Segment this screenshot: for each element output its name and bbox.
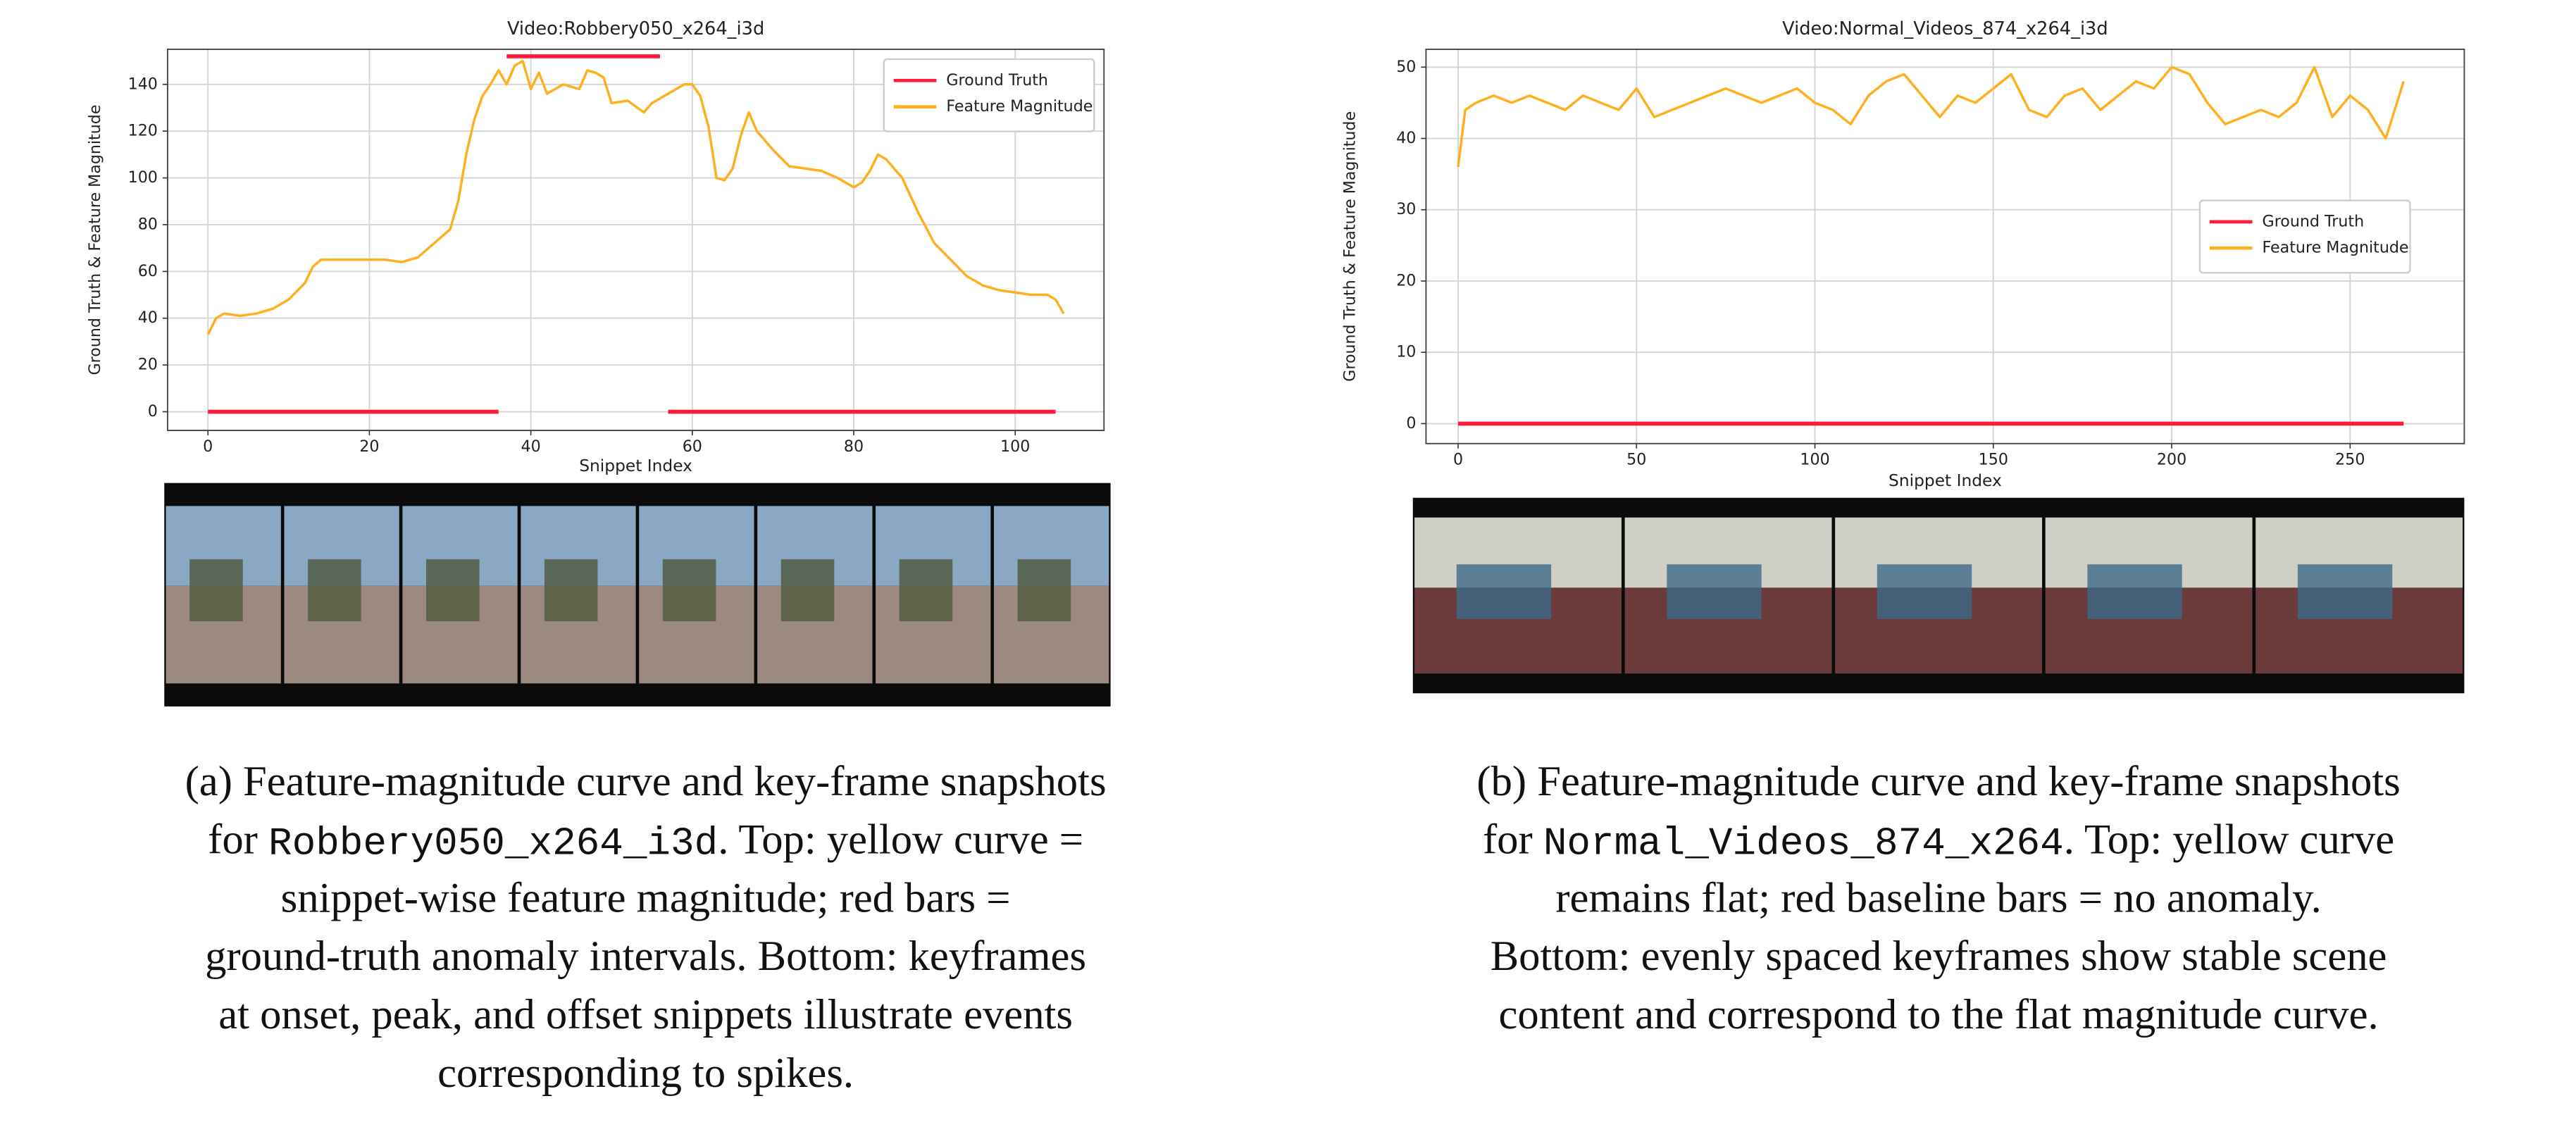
x-tick-label: 20 [359, 437, 379, 456]
x-tick-label: 150 [1979, 451, 2008, 469]
caption-line: (a) Feature-magnitude curve and key-fram… [185, 758, 1107, 805]
x-tick-label: 60 [683, 437, 702, 456]
y-tick-label: 50 [1396, 58, 1416, 76]
keyframe-object [1667, 564, 1762, 619]
legend-label: Feature Magnitude [2263, 239, 2409, 257]
caption-text: Bottom: evenly spaced keyframes show sta… [1491, 933, 2387, 980]
keyframe-object [1877, 564, 1972, 619]
keyframe-object [308, 559, 361, 622]
keyframe-object [2087, 564, 2182, 619]
y-axis-label: Ground Truth & Feature Magnitude [86, 105, 104, 375]
y-tick-label: 30 [1396, 200, 1416, 218]
y-tick-label: 120 [128, 122, 158, 140]
y-tick-label: 40 [1396, 129, 1416, 147]
legend-label: Ground Truth [2263, 212, 2365, 230]
caption-code: Normal_Videos_874_x264 [1543, 821, 2064, 866]
keyframe-object [1017, 559, 1071, 622]
keyframe-object [899, 559, 953, 622]
legend-label: Ground Truth [946, 71, 1048, 89]
legend-label: Feature Magnitude [946, 97, 1093, 116]
caption-text: . Top: yellow curve = [718, 816, 1083, 864]
caption-line: for Normal_Videos_874_x264. Top: yellow … [1483, 816, 2394, 866]
keyframe-object [780, 559, 835, 622]
caption-text: remains flat; red baseline bars = no ano… [1555, 874, 2321, 921]
x-tick-label: 0 [203, 437, 213, 456]
caption-text: snippet-wise feature magnitude; red bars… [281, 874, 1011, 921]
x-axis-label: Snippet Index [1889, 471, 2002, 490]
x-tick-label: 250 [2335, 451, 2365, 469]
caption-text: (a) Feature-magnitude curve and key-fram… [185, 758, 1107, 805]
keyframe-object [2297, 564, 2393, 619]
x-tick-label: 50 [1626, 451, 1646, 469]
data-line [1457, 66, 2405, 168]
caption-text: . Top: yellow curve [2064, 816, 2394, 864]
chart-title: Video:Normal_Videos_874_x264_i3d [1782, 18, 2108, 39]
caption-text: at onset, peak, and offset snippets illu… [218, 991, 1073, 1038]
keyframe-object [544, 559, 598, 622]
y-tick-label: 0 [1406, 414, 1416, 432]
x-tick-label: 40 [521, 437, 541, 456]
data-line [208, 54, 1056, 414]
plot-frame [1425, 49, 2465, 444]
caption-text: (b) Feature-magnitude curve and key-fram… [1476, 758, 2400, 805]
caption-code: Robbery050_x264_i3d [268, 821, 718, 866]
caption-line: Bottom: evenly spaced keyframes show sta… [1491, 933, 2387, 980]
caption-text: ground-truth anomaly intervals. Bottom: … [205, 933, 1086, 980]
caption-line: corresponding to spikes. [437, 1050, 854, 1097]
y-tick-label: 10 [1396, 343, 1416, 361]
caption-line: ground-truth anomaly intervals. Bottom: … [205, 933, 1086, 980]
y-tick-label: 40 [138, 309, 158, 327]
y-axis-label: Ground Truth & Feature Magnitude [1341, 111, 1359, 382]
x-tick-label: 100 [1800, 451, 1829, 469]
caption-line: (b) Feature-magnitude curve and key-fram… [1476, 758, 2400, 805]
legend-box [883, 58, 1095, 132]
y-tick-label: 100 [128, 168, 158, 187]
plot-frame [166, 49, 1105, 432]
x-tick-label: 100 [1000, 437, 1030, 456]
y-tick-label: 20 [138, 356, 158, 374]
x-tick-label: 80 [844, 437, 864, 456]
chart-title: Video:Robbery050_x264_i3d [507, 18, 764, 39]
x-tick-label: 200 [2157, 451, 2186, 469]
keyframe-object [425, 559, 480, 622]
x-tick-label: 0 [1453, 451, 1463, 469]
y-tick-label: 60 [138, 262, 158, 280]
keyframe-object [189, 559, 243, 622]
x-axis-label: Snippet Index [579, 456, 692, 475]
keyframe-object [1456, 564, 1552, 619]
caption-line: remains flat; red baseline bars = no ano… [1555, 874, 2321, 921]
caption-text: for [208, 816, 268, 864]
keyframe-object [662, 559, 716, 622]
y-tick-label: 20 [1396, 271, 1416, 290]
legend-box [2198, 199, 2411, 274]
caption-line: at onset, peak, and offset snippets illu… [218, 991, 1073, 1038]
y-tick-label: 0 [148, 402, 158, 421]
y-tick-label: 140 [128, 75, 158, 93]
data-line [206, 59, 1065, 335]
caption-line: content and correspond to the flat magni… [1499, 991, 2379, 1038]
caption-line: snippet-wise feature magnitude; red bars… [281, 874, 1011, 921]
caption-line: for Robbery050_x264_i3d. Top: yellow cur… [208, 816, 1083, 866]
y-tick-label: 80 [138, 215, 158, 233]
caption-text: corresponding to spikes. [437, 1050, 854, 1097]
caption-text: for [1483, 816, 1543, 864]
caption-text: content and correspond to the flat magni… [1499, 991, 2379, 1038]
